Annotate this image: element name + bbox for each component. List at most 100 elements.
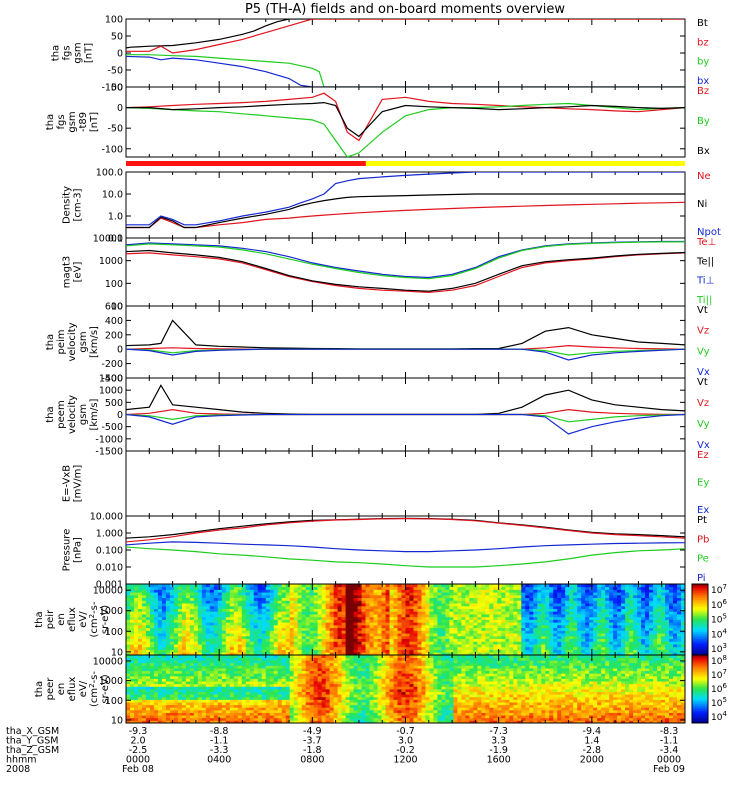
spectrogram-cell <box>245 652 251 656</box>
spectrogram-cell <box>441 589 446 593</box>
spectrogram-cell <box>209 686 215 690</box>
spectrogram-cell <box>153 649 159 653</box>
spectrogram-cell <box>153 657 159 661</box>
spectrogram-cell <box>449 594 454 599</box>
spectrogram-cell <box>305 622 311 626</box>
spectrogram-cell <box>653 597 658 601</box>
spectrogram-cell <box>229 616 235 620</box>
spectrogram-cell <box>649 594 654 599</box>
spectrogram-cell <box>529 589 534 593</box>
spectrogram-cell <box>129 603 135 607</box>
spectrogram-cell <box>341 633 346 637</box>
spectrogram-cell <box>657 584 662 588</box>
spectrogram-cell <box>317 592 323 596</box>
spectrogram-cell <box>549 644 554 648</box>
spectrogram-cell <box>313 616 319 620</box>
spectrogram-cell <box>673 616 678 620</box>
spectrogram-cell <box>581 619 586 623</box>
spectrogram-cell <box>657 586 662 590</box>
spectrogram-cell <box>385 608 390 612</box>
spectrogram-cell <box>305 611 311 615</box>
spectrogram-cell <box>189 641 195 645</box>
spectrogram-cell <box>245 649 251 653</box>
spectrogram-cell <box>181 592 187 596</box>
spectrogram-cell <box>245 605 251 609</box>
spectrogram-cell <box>497 652 502 656</box>
spectrogram-cell <box>549 638 554 642</box>
spectrogram-cell <box>273 614 279 618</box>
spectrogram-cell <box>545 627 550 631</box>
spectrogram-cell <box>533 614 538 618</box>
spectrogram-cell <box>545 594 550 599</box>
spectrogram-cell <box>477 608 482 612</box>
spectrogram-cell <box>273 633 279 637</box>
spectrogram-cell <box>257 638 263 642</box>
spectrogram-cell <box>641 635 646 640</box>
spectrogram-cell <box>473 600 478 604</box>
spectrogram-cell <box>545 644 550 648</box>
spectrogram-cell <box>197 675 203 679</box>
spectrogram-cell <box>317 627 323 631</box>
spectrogram-cell <box>253 605 259 609</box>
spectrogram-cell <box>149 681 155 685</box>
spectrogram-cell <box>141 689 147 693</box>
spectrogram-cell <box>205 694 211 698</box>
spectrogram-cell <box>581 646 586 650</box>
spectrogram-cell <box>193 657 199 661</box>
spectrogram-cell <box>585 627 590 631</box>
legend-label: bx <box>697 76 709 87</box>
spectrogram-cell <box>497 649 502 653</box>
spectrogram-cell <box>181 704 187 708</box>
spectrogram-cell <box>165 594 171 599</box>
spectrogram-cell <box>649 608 654 612</box>
spectrogram-cell <box>277 633 283 637</box>
spectrogram-cell <box>493 614 498 618</box>
spectrogram-cell <box>613 633 618 637</box>
spectrogram-cell <box>189 704 195 708</box>
spectrogram-cell <box>133 605 139 609</box>
spectrogram-cell <box>201 665 207 669</box>
spectrogram-cell <box>565 597 570 601</box>
spectrogram-cell <box>561 589 566 593</box>
spectrogram-cell <box>409 597 414 601</box>
spectrogram-cell <box>553 641 558 645</box>
legend-label: Vy <box>697 346 710 357</box>
spectrogram-cell <box>189 603 195 607</box>
spectrogram-cell <box>353 603 358 607</box>
spectrogram-cell <box>209 603 215 607</box>
spectrogram-cell <box>425 592 430 596</box>
spectrogram-cell <box>653 608 658 612</box>
spectrogram-cell <box>669 641 674 645</box>
spectrogram-cell <box>153 704 159 708</box>
spectrogram-cell <box>221 627 227 631</box>
spectrogram-cell <box>393 600 398 604</box>
spectrogram-cell <box>541 592 546 596</box>
spectrogram-cell <box>449 586 454 590</box>
spectrogram-cell <box>477 605 482 609</box>
spectrogram-cell <box>613 597 618 601</box>
spectrogram-cell <box>185 633 191 637</box>
spectrogram-cell <box>157 603 163 607</box>
spectrogram-cell <box>337 649 343 653</box>
colorbar-segment <box>692 644 708 647</box>
spectrogram-cell <box>145 600 151 604</box>
spectrogram-cell <box>549 616 554 620</box>
spectrogram-cell <box>301 644 307 648</box>
spectrogram-cell <box>681 584 686 588</box>
spectrogram-cell <box>661 622 666 626</box>
spectrogram-cell <box>457 624 462 629</box>
spectrogram-cell <box>277 589 283 593</box>
spectrogram-cell <box>425 608 430 612</box>
spectrogram-cell <box>181 662 187 666</box>
spectrogram-cell <box>329 594 335 599</box>
spectrogram-cell <box>333 646 339 650</box>
spectrogram-cell <box>265 608 271 612</box>
spectrogram-cell <box>381 633 386 637</box>
spectrogram-cell <box>133 702 139 706</box>
spectrogram-cell <box>437 592 442 596</box>
spectrogram-cell <box>189 622 195 626</box>
spectrogram-cell <box>241 611 247 615</box>
spectrogram-cell <box>509 608 514 612</box>
spectrogram-cell <box>285 624 291 629</box>
spectrogram-cell <box>309 589 315 593</box>
